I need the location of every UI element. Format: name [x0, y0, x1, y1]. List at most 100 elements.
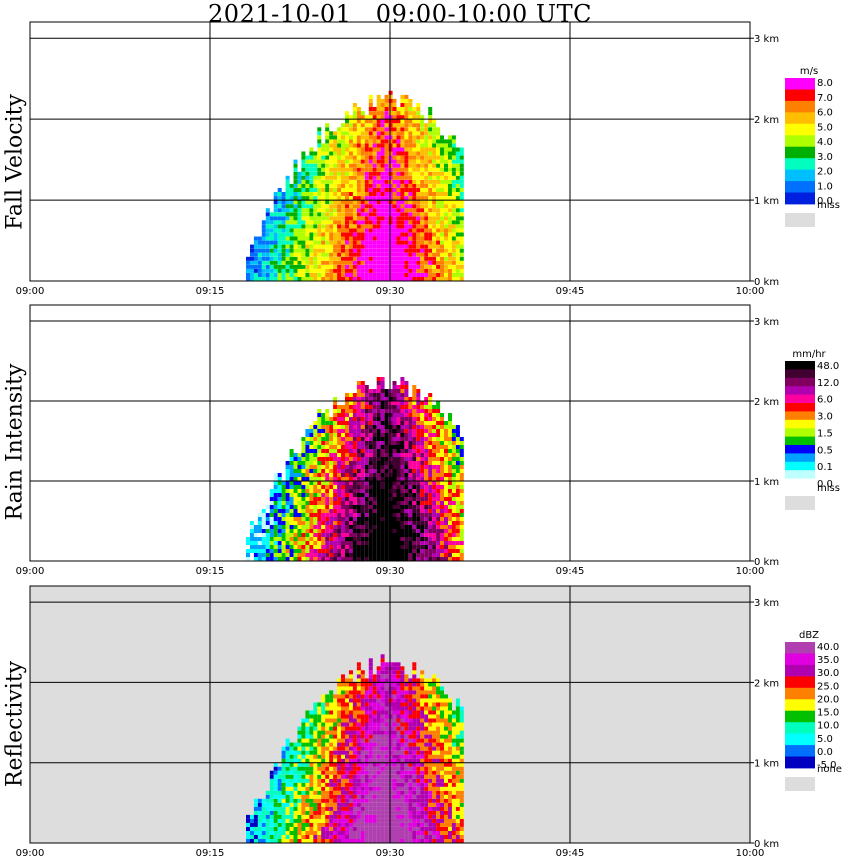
echo-cell	[455, 212, 460, 217]
echo-cell	[293, 244, 298, 249]
x-tick-label: 10:00	[736, 566, 765, 577]
echo-cell	[325, 441, 330, 445]
echo-cell	[459, 477, 464, 481]
echo-cell	[368, 822, 373, 827]
echo-cell	[451, 461, 456, 465]
echo-cell	[281, 839, 286, 843]
echo-cell	[349, 786, 353, 791]
echo-cell	[356, 252, 361, 257]
echo-cell	[372, 465, 377, 469]
echo-cell	[372, 533, 377, 537]
echo-cell	[297, 232, 302, 237]
echo-cell	[281, 545, 286, 549]
echo-cell	[265, 240, 270, 245]
echo-cell	[321, 814, 326, 819]
echo-cell	[451, 147, 456, 152]
echo-cell	[281, 513, 286, 517]
echo-cell	[372, 521, 377, 525]
echo-cell	[368, 216, 373, 221]
echo-cell	[360, 750, 365, 755]
echo-cell	[384, 405, 389, 409]
echo-cell	[352, 517, 357, 521]
echo-cell	[305, 171, 310, 176]
echo-cell	[368, 682, 373, 687]
echo-cell	[293, 806, 298, 811]
echo-cell	[384, 224, 389, 229]
echo-cell	[297, 473, 302, 477]
echo-cell	[301, 806, 306, 811]
echo-cell	[368, 273, 373, 277]
echo-cell	[368, 208, 373, 213]
echo-cell	[376, 192, 381, 196]
echo-cell	[301, 216, 306, 221]
echo-cell	[372, 409, 377, 413]
echo-cell	[384, 268, 389, 273]
echo-cell	[285, 839, 290, 843]
echo-cell	[317, 497, 322, 501]
echo-cell	[360, 159, 365, 164]
echo-cell	[253, 525, 258, 529]
echo-cell	[440, 421, 444, 425]
echo-cell	[400, 417, 405, 421]
echo-cell	[416, 196, 421, 201]
echo-cell	[364, 822, 369, 827]
echo-cell	[451, 212, 456, 217]
echo-cell	[400, 119, 405, 124]
echo-cell	[305, 742, 310, 747]
echo-cell	[333, 465, 338, 469]
echo-cell	[459, 220, 464, 225]
echo-cell	[440, 513, 444, 517]
echo-cell	[444, 517, 448, 521]
echo-cell	[376, 770, 381, 775]
echo-cell	[349, 493, 353, 497]
echo-cell	[269, 525, 274, 529]
echo-cell	[360, 690, 365, 695]
echo-cell	[408, 437, 413, 441]
echo-cell	[313, 718, 318, 723]
echo-field	[246, 90, 464, 281]
echo-cell	[317, 441, 322, 445]
echo-cell	[416, 216, 421, 221]
echo-cell	[440, 541, 444, 545]
echo-cell	[455, 188, 460, 192]
echo-cell	[269, 545, 274, 549]
echo-cell	[392, 212, 397, 217]
echo-cell	[408, 525, 413, 529]
echo-cell	[333, 517, 338, 521]
echo-cell	[416, 123, 421, 128]
y-tick-label: 2 km	[754, 115, 779, 126]
echo-cell	[329, 802, 334, 807]
echo-cell	[412, 509, 417, 513]
echo-cell	[345, 537, 349, 541]
echo-cell	[372, 256, 377, 261]
echo-cell	[289, 545, 294, 549]
echo-cell	[329, 248, 334, 253]
echo-cell	[400, 107, 405, 111]
x-tick-label: 09:00	[16, 566, 45, 577]
echo-cell	[392, 273, 397, 277]
echo-cell	[301, 171, 306, 176]
echo-cell	[337, 228, 342, 233]
echo-cell	[261, 277, 266, 281]
echo-cell	[289, 264, 294, 269]
echo-cell	[273, 537, 278, 541]
echo-cell	[428, 477, 433, 481]
echo-cell	[364, 505, 369, 509]
echo-cell	[352, 433, 357, 437]
echo-cell	[372, 477, 377, 481]
echo-cell	[384, 175, 389, 180]
echo-cell	[400, 111, 405, 116]
echo-cell	[341, 525, 345, 529]
echo-cell	[341, 147, 345, 152]
echo-cell	[349, 115, 353, 120]
echo-cell	[356, 818, 361, 823]
echo-cell	[424, 497, 429, 501]
echo-cell	[424, 425, 429, 429]
echo-cell	[444, 441, 448, 445]
echo-cell	[285, 192, 290, 196]
echo-cell	[440, 485, 444, 489]
echo-cell	[424, 421, 429, 425]
echo-cell	[337, 489, 342, 493]
echo-cell	[269, 509, 274, 513]
echo-cell	[404, 98, 409, 103]
